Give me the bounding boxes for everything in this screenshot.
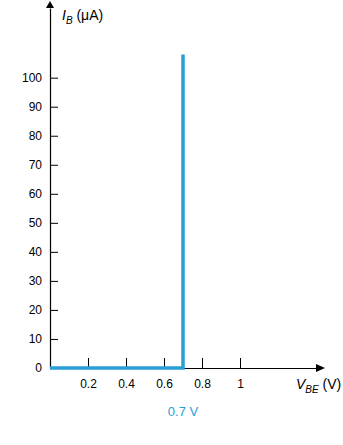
y-tick-label: 0 xyxy=(35,361,42,375)
y-tick-mark xyxy=(50,310,58,311)
annotation: 0.7 V xyxy=(168,404,199,419)
x-axis-title: VBE (V) xyxy=(296,376,341,395)
y-tick-mark xyxy=(50,339,58,340)
y-tick-mark xyxy=(50,252,58,253)
y-tick-label: 10 xyxy=(29,332,43,346)
x-tick-label: 0.6 xyxy=(156,377,173,391)
y-tick-label: 50 xyxy=(29,216,43,230)
y-tick-mark xyxy=(50,194,58,195)
y-tick-label: 30 xyxy=(29,274,43,288)
y-tick-label: 80 xyxy=(29,129,43,143)
y-tick: 90 xyxy=(29,100,58,114)
x-tick: 0.8 xyxy=(194,358,211,391)
y-tick-label: 90 xyxy=(29,100,43,114)
y-tick-label: 60 xyxy=(29,187,43,201)
x-tick: 0.4 xyxy=(118,358,135,391)
plot-area xyxy=(50,54,183,368)
x-tick-label: 0.8 xyxy=(194,377,211,391)
y-tick: 30 xyxy=(29,274,58,288)
y-tick-mark xyxy=(50,78,58,79)
y-tick: 40 xyxy=(29,245,58,259)
x-tick: 0.6 xyxy=(156,358,173,391)
x-tick: 1 xyxy=(237,358,244,391)
y-tick-mark xyxy=(50,107,58,108)
y-tick: 80 xyxy=(29,129,58,143)
y-tick-mark xyxy=(50,281,58,282)
y-arrow xyxy=(46,1,54,8)
y-tick-label: 100 xyxy=(22,71,42,85)
y-tick: 70 xyxy=(29,158,58,172)
x-tick: 0.2 xyxy=(80,358,97,391)
y-tick-label: 20 xyxy=(29,303,43,317)
y-axis-line xyxy=(50,9,51,369)
y-axis: 0 10 20 30 40 50 60 70 80 90 100 xyxy=(22,9,58,376)
y-tick: 100 xyxy=(22,71,58,85)
x-tick-label: 0.2 xyxy=(80,377,97,391)
y-tick: 20 xyxy=(29,303,58,317)
y-tick: 60 xyxy=(29,187,58,201)
x-arrow xyxy=(316,364,325,372)
y-tick-mark xyxy=(50,165,58,166)
y-tick-mark xyxy=(50,136,58,137)
x-tick-label: 0.4 xyxy=(118,377,135,391)
curve xyxy=(50,54,183,368)
chart: 0 10 20 30 40 50 60 70 80 90 100 0.2 0.4 0.6 0.8 1 IB (μ… xyxy=(0,0,343,445)
y-tick-label: 40 xyxy=(29,245,43,259)
x-tick-mark xyxy=(240,358,241,368)
y-axis-title: IB (μA) xyxy=(62,7,103,26)
y-tick: 50 xyxy=(29,216,58,230)
y-tick-label: 70 xyxy=(29,158,43,172)
x-tick-mark xyxy=(202,358,203,368)
y-tick: 0 xyxy=(35,361,50,375)
x-tick-label: 1 xyxy=(237,377,244,391)
y-tick-mark xyxy=(50,223,58,224)
y-tick: 10 xyxy=(29,332,58,346)
